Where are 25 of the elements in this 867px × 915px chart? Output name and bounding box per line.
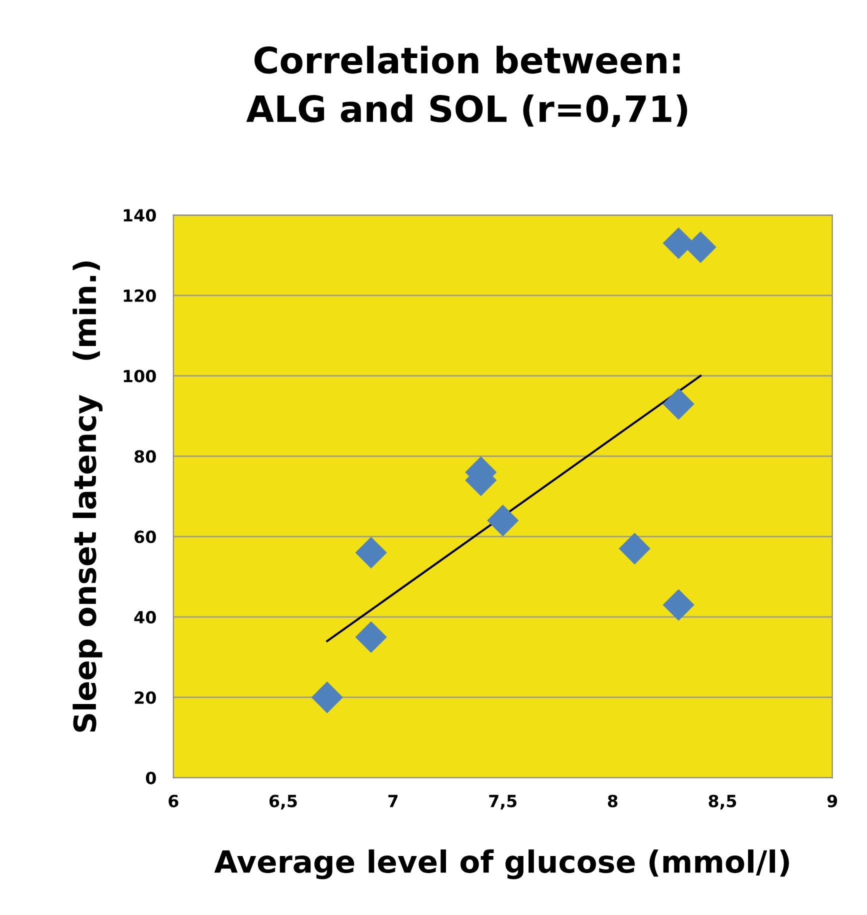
point [355,621,387,653]
point [355,536,387,568]
y-tick-label: 80 [134,450,156,463]
y-tick-label: 40 [134,610,156,624]
x-tick-label: 7 [388,794,398,808]
y-axis-title: Sleep onset latency (min.) [72,261,102,732]
point [311,682,343,714]
x-tick-label: 7,5 [489,794,516,810]
y-tick-label: 100 [124,370,156,382]
y-tick-label: 140 [124,208,156,222]
chart-title: Correlation between: ALG and SOL (r=0,71) [246,46,688,127]
point [662,589,694,621]
x-tick-label: 8 [608,794,618,808]
y-tick-label: 0 [146,772,156,784]
x-tick-label: 6,5 [269,794,297,810]
y-tick-label: 120 [124,289,156,302]
x-tick-label: 6 [168,794,178,808]
point [487,504,519,536]
x-axis-title: Average level of glucose (mmol/l) [214,849,789,880]
point [662,388,694,420]
y-tick-label: 20 [134,691,156,704]
point [618,532,650,564]
x-tick-label: 9 [827,794,838,808]
x-tick-label: 8,5 [708,794,736,810]
y-tick-label: 60 [134,530,156,544]
